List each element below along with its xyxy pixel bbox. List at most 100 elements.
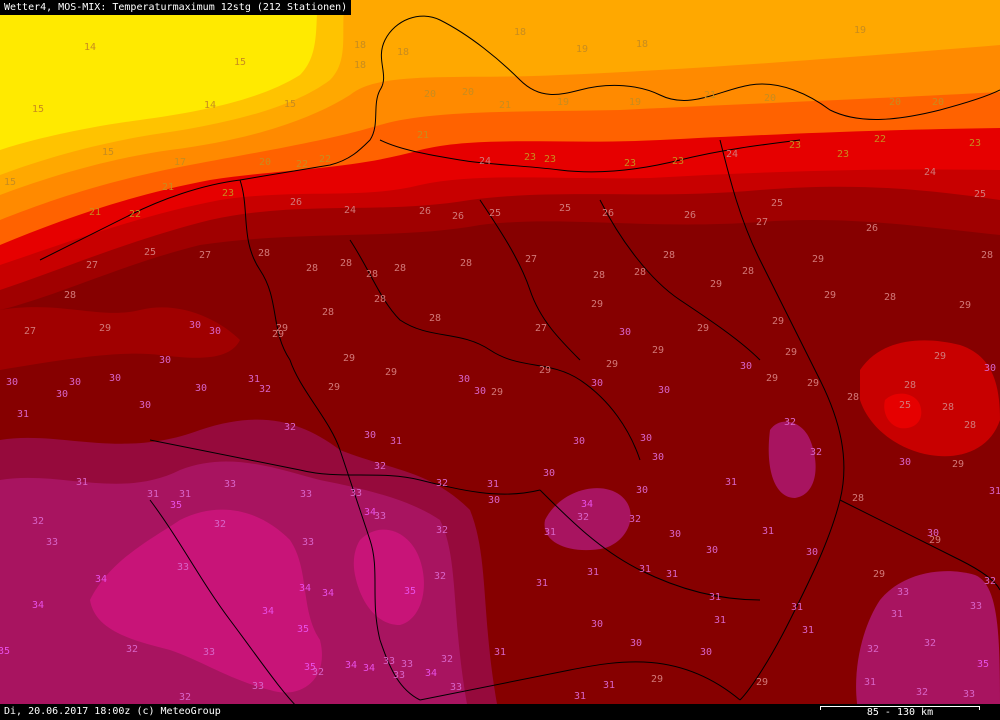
station-temp-label: 33 xyxy=(963,689,975,700)
station-temp-label: 31 xyxy=(891,609,903,620)
station-temp-label: 31 xyxy=(574,691,586,702)
station-temp-label: 22 xyxy=(296,159,308,170)
station-temp-label: 28 xyxy=(852,493,864,504)
station-labels: 14 15 15 14 15 15 15 17 20 22 22 21 23 21 22 18 18 18 18 19… xyxy=(0,25,1000,703)
station-temp-label: 26 xyxy=(602,208,614,219)
station-temp-label: 30 xyxy=(195,383,207,394)
border-inner-6 xyxy=(149,499,301,711)
station-temp-label: 26 xyxy=(452,211,464,222)
station-temp-label: 31 xyxy=(179,489,191,500)
station-temp-label: 34 xyxy=(322,588,334,599)
station-temp-label: 31 xyxy=(666,569,678,580)
station-temp-label: 14 xyxy=(84,42,96,53)
station-temp-label: 29 xyxy=(766,373,778,384)
station-temp-label: 34 xyxy=(345,660,357,671)
border-inner-2 xyxy=(479,199,581,361)
station-temp-label: 28 xyxy=(634,267,646,278)
station-temp-label: 31 xyxy=(494,647,506,658)
station-temp-label: 30 xyxy=(700,647,712,658)
station-temp-label: 28 xyxy=(942,402,954,413)
station-temp-label: 29 xyxy=(772,316,784,327)
station-temp-label: 33 xyxy=(203,647,215,658)
station-temp-label: 31 xyxy=(390,436,402,447)
station-temp-label: 15 xyxy=(284,99,296,110)
station-temp-label: 25 xyxy=(771,198,783,209)
station-temp-label: 31 xyxy=(603,680,615,691)
station-temp-label: 20 xyxy=(764,93,776,104)
station-temp-label: 32 xyxy=(214,519,226,530)
station-temp-label: 30 xyxy=(189,320,201,331)
border-inner-1 xyxy=(349,239,641,461)
station-temp-label: 32 xyxy=(441,654,453,665)
station-temp-label: 30 xyxy=(139,400,151,411)
coastline-baltic xyxy=(379,139,801,173)
station-temp-label: 27 xyxy=(535,323,547,334)
station-temp-label: 15 xyxy=(102,147,114,158)
station-temp-label: 27 xyxy=(525,254,537,265)
station-temp-label: 29 xyxy=(591,299,603,310)
station-temp-label: 29 xyxy=(756,677,768,688)
station-temp-label: 32 xyxy=(436,478,448,489)
band-14 xyxy=(0,0,318,150)
station-temp-label: 28 xyxy=(340,258,352,269)
station-temp-label: 32 xyxy=(312,667,324,678)
band-28-east xyxy=(860,340,1000,457)
border-east xyxy=(719,139,845,701)
station-temp-label: 27 xyxy=(199,250,211,261)
station-temp-label: 25 xyxy=(559,203,571,214)
station-temp-label: 31 xyxy=(989,486,1000,497)
station-temp-label: 31 xyxy=(791,602,803,613)
station-temp-label: 34 xyxy=(262,606,274,617)
band-32-east xyxy=(768,421,816,498)
station-temp-label: 18 xyxy=(514,27,526,38)
station-temp-label: 26 xyxy=(684,210,696,221)
station-temp-label: 30 xyxy=(543,468,555,479)
station-temp-label: 28 xyxy=(884,292,896,303)
station-temp-label: 30 xyxy=(630,638,642,649)
station-temp-label: 33 xyxy=(224,479,236,490)
station-temp-label: 28 xyxy=(429,313,441,324)
station-temp-label: 30 xyxy=(573,436,585,447)
station-temp-label: 32 xyxy=(916,687,928,698)
station-temp-label: 30 xyxy=(474,386,486,397)
station-temp-label: 29 xyxy=(807,378,819,389)
station-temp-label: 31 xyxy=(536,578,548,589)
station-temp-label: 30 xyxy=(640,433,652,444)
timestamp-label: Di, 20.06.2017 18:00z (c) MeteoGroup xyxy=(4,706,221,717)
station-temp-label: 30 xyxy=(669,529,681,540)
station-temp-label: 30 xyxy=(806,547,818,558)
station-temp-label: 33 xyxy=(177,562,189,573)
station-temp-label: 33 xyxy=(46,537,58,548)
station-temp-label: 21 xyxy=(499,100,511,111)
station-temp-label: 18 xyxy=(397,47,409,58)
station-temp-label: 33 xyxy=(897,587,909,598)
station-temp-label: 28 xyxy=(258,248,270,259)
station-temp-label: 32 xyxy=(259,384,271,395)
station-temp-label: 21 xyxy=(162,182,174,193)
station-temp-label: 33 xyxy=(374,511,386,522)
station-temp-label: 28 xyxy=(981,250,993,261)
station-temp-label: 28 xyxy=(366,269,378,280)
station-temp-label: 29 xyxy=(276,323,288,334)
station-temp-label: 31 xyxy=(147,489,159,500)
station-temp-label: 29 xyxy=(272,329,284,340)
station-temp-label: 34 xyxy=(581,499,593,510)
station-temp-label: 31 xyxy=(587,567,599,578)
band-34-mid xyxy=(544,488,631,551)
station-temp-label: 20 xyxy=(424,89,436,100)
station-temp-label: 33 xyxy=(970,601,982,612)
station-temp-label: 30 xyxy=(159,355,171,366)
station-temp-label: 34 xyxy=(32,600,44,611)
station-temp-label: 33 xyxy=(450,682,462,693)
station-temp-label: 25 xyxy=(899,400,911,411)
station-temp-label: 33 xyxy=(383,656,395,667)
station-temp-label: 31 xyxy=(17,409,29,420)
station-temp-label: 14 xyxy=(204,100,216,111)
station-temp-label: 23 xyxy=(524,152,536,163)
station-temp-label: 19 xyxy=(576,44,588,55)
station-temp-label: 31 xyxy=(725,477,737,488)
station-temp-label: 32 xyxy=(867,644,879,655)
station-temp-label: 30 xyxy=(899,457,911,468)
station-temp-label: 35 xyxy=(404,586,416,597)
